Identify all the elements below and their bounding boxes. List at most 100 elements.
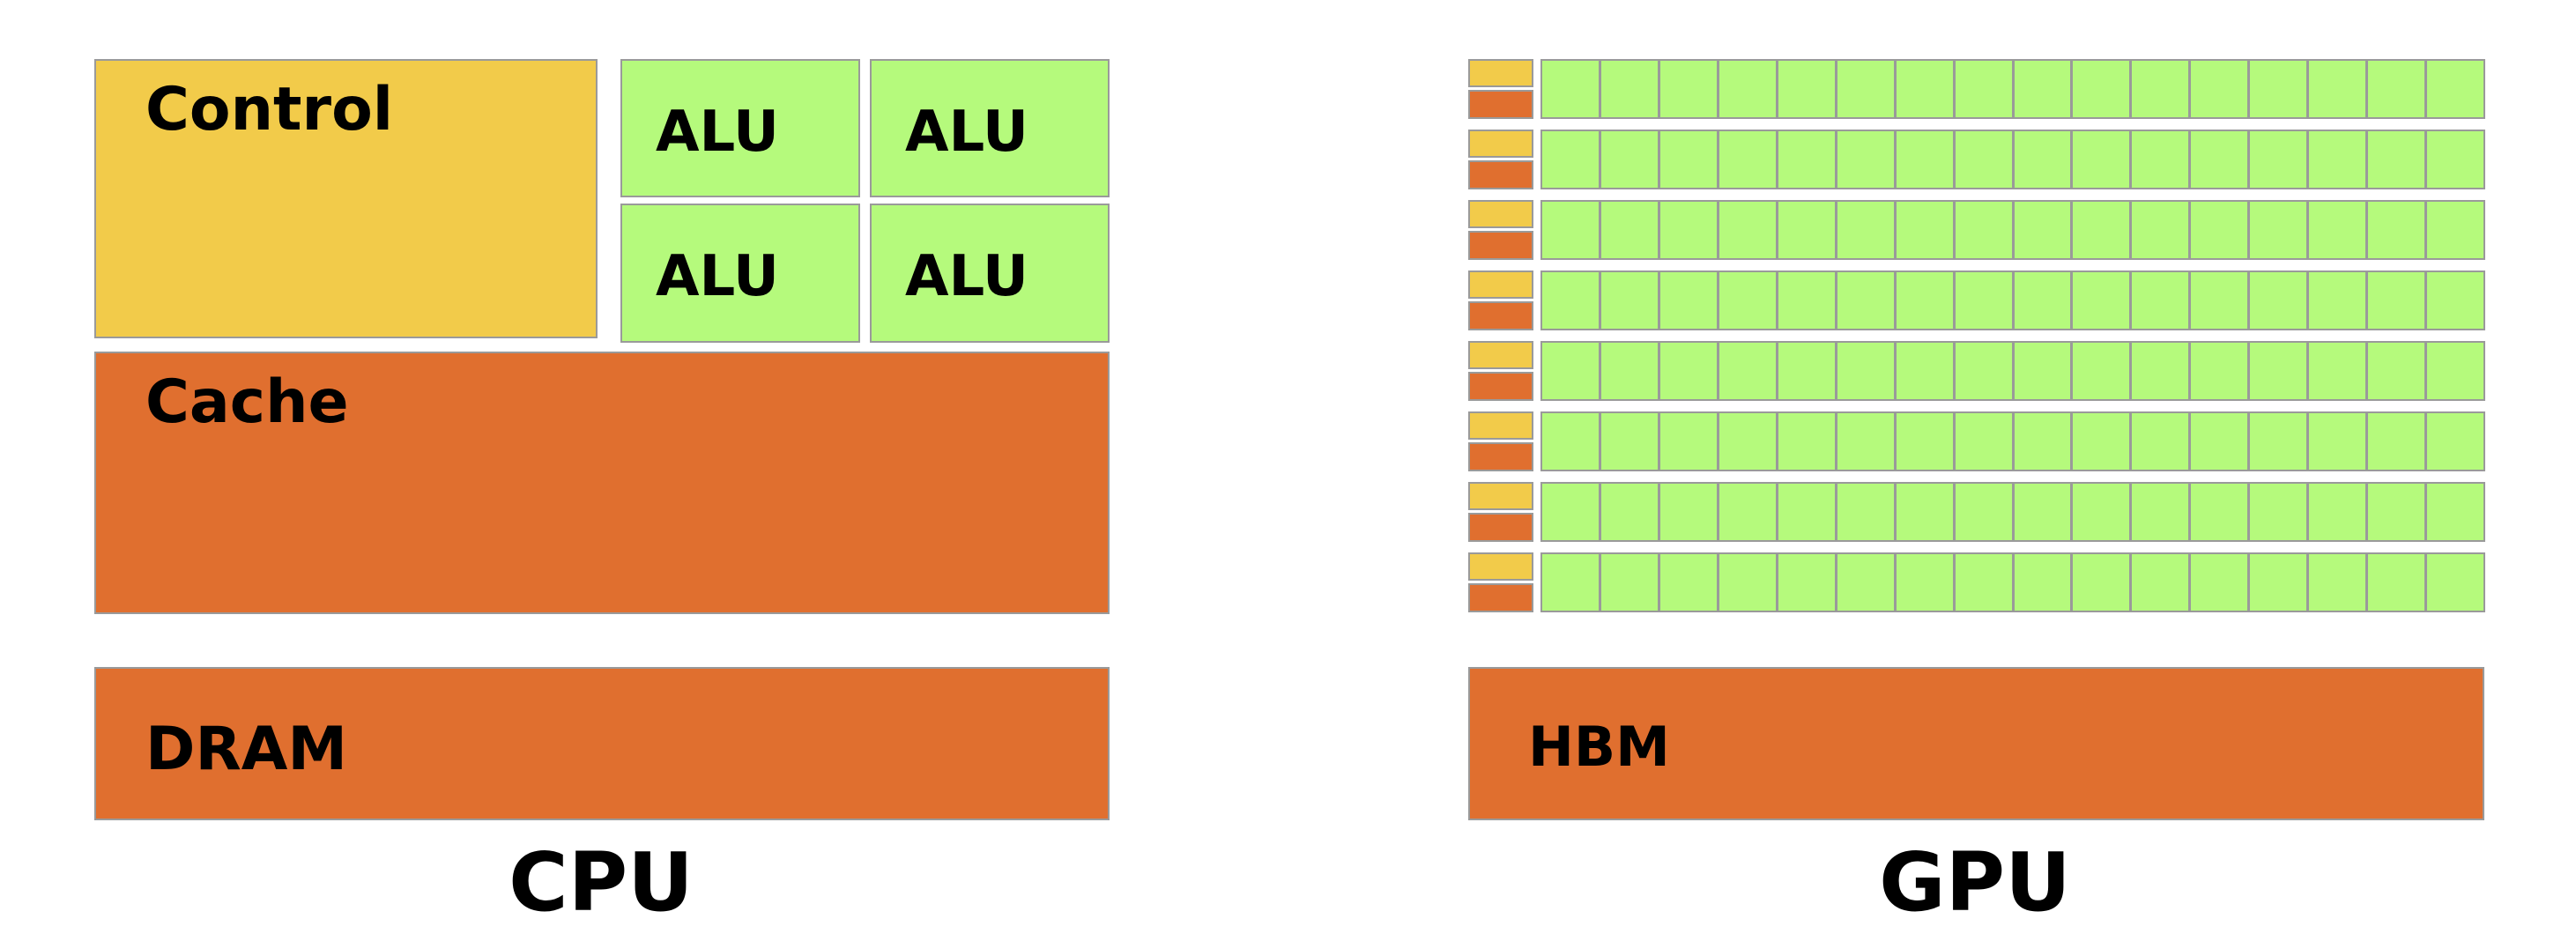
gpu-alu-cell: [2307, 130, 2368, 189]
cpu-control-label: Control: [145, 75, 394, 144]
gpu-cache-block: [1468, 442, 1533, 471]
gpu-alu-cell: [1540, 59, 1600, 119]
gpu-alu-cell: [1776, 59, 1837, 119]
gpu-alu-cell: [2366, 59, 2427, 119]
gpu-alu-cell: [1776, 130, 1837, 189]
gpu-alu-cell: [1953, 130, 2014, 189]
gpu-alu-cell: [1658, 59, 1719, 119]
cpu-alu-label: ALU: [905, 100, 1028, 165]
gpu-alu-cell: [1776, 200, 1837, 260]
gpu-control-block: [1468, 270, 1533, 299]
gpu-cache-block: [1468, 301, 1533, 330]
gpu-alu-cell: [2366, 200, 2427, 260]
gpu-control-block: [1468, 341, 1533, 369]
cpu-dram-label: DRAM: [145, 715, 348, 784]
gpu-alu-cell: [1658, 200, 1719, 260]
gpu-alu-cell: [2425, 411, 2485, 471]
gpu-alu-cell: [2307, 552, 2368, 612]
gpu-alu-cell: [1953, 200, 2014, 260]
gpu-alu-cell: [1835, 482, 1896, 542]
gpu-alu-cell: [2071, 341, 2132, 401]
gpu-control-block: [1468, 411, 1533, 440]
gpu-alu-cell: [1540, 270, 1600, 330]
gpu-cache-block: [1468, 160, 1533, 189]
gpu-alu-cell: [2071, 482, 2132, 542]
gpu-alu-cell: [1599, 341, 1659, 401]
gpu-alu-cell: [1717, 270, 1778, 330]
gpu-alu-cell: [1835, 411, 1896, 471]
gpu-alu-cell: [2307, 200, 2368, 260]
gpu-control-block: [1468, 552, 1533, 581]
gpu-alu-cell: [2425, 270, 2485, 330]
gpu-alu-cell: [2012, 200, 2073, 260]
gpu-alu-cell: [1540, 130, 1600, 189]
gpu-alu-cell: [2012, 482, 2073, 542]
gpu-alu-cell: [2425, 341, 2485, 401]
gpu-alu-cell: [2366, 411, 2427, 471]
gpu-alu-cell: [1717, 59, 1778, 119]
gpu-alu-cell: [1717, 341, 1778, 401]
gpu-alu-cell: [2248, 482, 2309, 542]
gpu-cache-block: [1468, 231, 1533, 260]
gpu-alu-cell: [2248, 411, 2309, 471]
gpu-alu-cell: [1599, 130, 1659, 189]
gpu-alu-cell: [1658, 552, 1719, 612]
gpu-alu-cell: [2130, 341, 2191, 401]
gpu-alu-cell: [2248, 130, 2309, 189]
gpu-alu-cell: [2130, 552, 2191, 612]
gpu-alu-cell: [2012, 411, 2073, 471]
gpu-alu-cell: [2307, 411, 2368, 471]
gpu-alu-cell: [2012, 341, 2073, 401]
gpu-alu-cell: [1953, 411, 2014, 471]
gpu-alu-cell: [1835, 130, 1896, 189]
gpu-alu-cell: [2366, 482, 2427, 542]
gpu-alu-cell: [1599, 59, 1659, 119]
gpu-alu-cell: [1599, 552, 1659, 612]
gpu-alu-cell: [1835, 270, 1896, 330]
gpu-alu-cell: [1835, 341, 1896, 401]
gpu-alu-cell: [1540, 411, 1600, 471]
gpu-alu-cell: [1894, 130, 1955, 189]
cpu-alu-label: ALU: [905, 244, 1028, 309]
gpu-alu-cell: [1717, 130, 1778, 189]
cpu-cache-label: Cache: [145, 367, 349, 437]
gpu-alu-cell: [2189, 270, 2250, 330]
gpu-alu-cell: [1540, 482, 1600, 542]
gpu-alu-cell: [1776, 552, 1837, 612]
gpu-alu-cell: [1894, 411, 1955, 471]
gpu-alu-cell: [1717, 411, 1778, 471]
gpu-control-block: [1468, 59, 1533, 87]
gpu-alu-cell: [2071, 270, 2132, 330]
gpu-alu-cell: [1894, 482, 1955, 542]
gpu-alu-cell: [2189, 200, 2250, 260]
gpu-alu-cell: [1599, 270, 1659, 330]
gpu-alu-cell: [1894, 341, 1955, 401]
gpu-alu-cell: [1894, 270, 1955, 330]
gpu-control-block: [1468, 200, 1533, 228]
gpu-alu-cell: [1835, 552, 1896, 612]
gpu-alu-cell: [1953, 59, 2014, 119]
gpu-alu-cell: [2248, 59, 2309, 119]
gpu-alu-cell: [2189, 59, 2250, 119]
gpu-alu-cell: [2366, 341, 2427, 401]
gpu-hbm-block: HBM: [1468, 667, 2484, 820]
gpu-alu-cell: [1953, 482, 2014, 542]
gpu-control-block: [1468, 130, 1533, 158]
gpu-alu-cell: [2012, 59, 2073, 119]
gpu-alu-cell: [2189, 482, 2250, 542]
cpu-cache-block: Cache: [94, 352, 1110, 614]
gpu-alu-cell: [1953, 552, 2014, 612]
cpu-alu-block: ALU: [620, 59, 860, 197]
gpu-alu-cell: [1953, 341, 2014, 401]
gpu-alu-cell: [2071, 411, 2132, 471]
gpu-alu-cell: [1894, 200, 1955, 260]
gpu-alu-cell: [1717, 482, 1778, 542]
gpu-alu-cell: [2012, 552, 2073, 612]
gpu-alu-cell: [2425, 130, 2485, 189]
gpu-alu-cell: [2366, 270, 2427, 330]
gpu-alu-cell: [2130, 200, 2191, 260]
gpu-alu-cell: [1894, 59, 1955, 119]
cpu-title: CPU: [509, 835, 694, 930]
gpu-alu-cell: [1658, 130, 1719, 189]
